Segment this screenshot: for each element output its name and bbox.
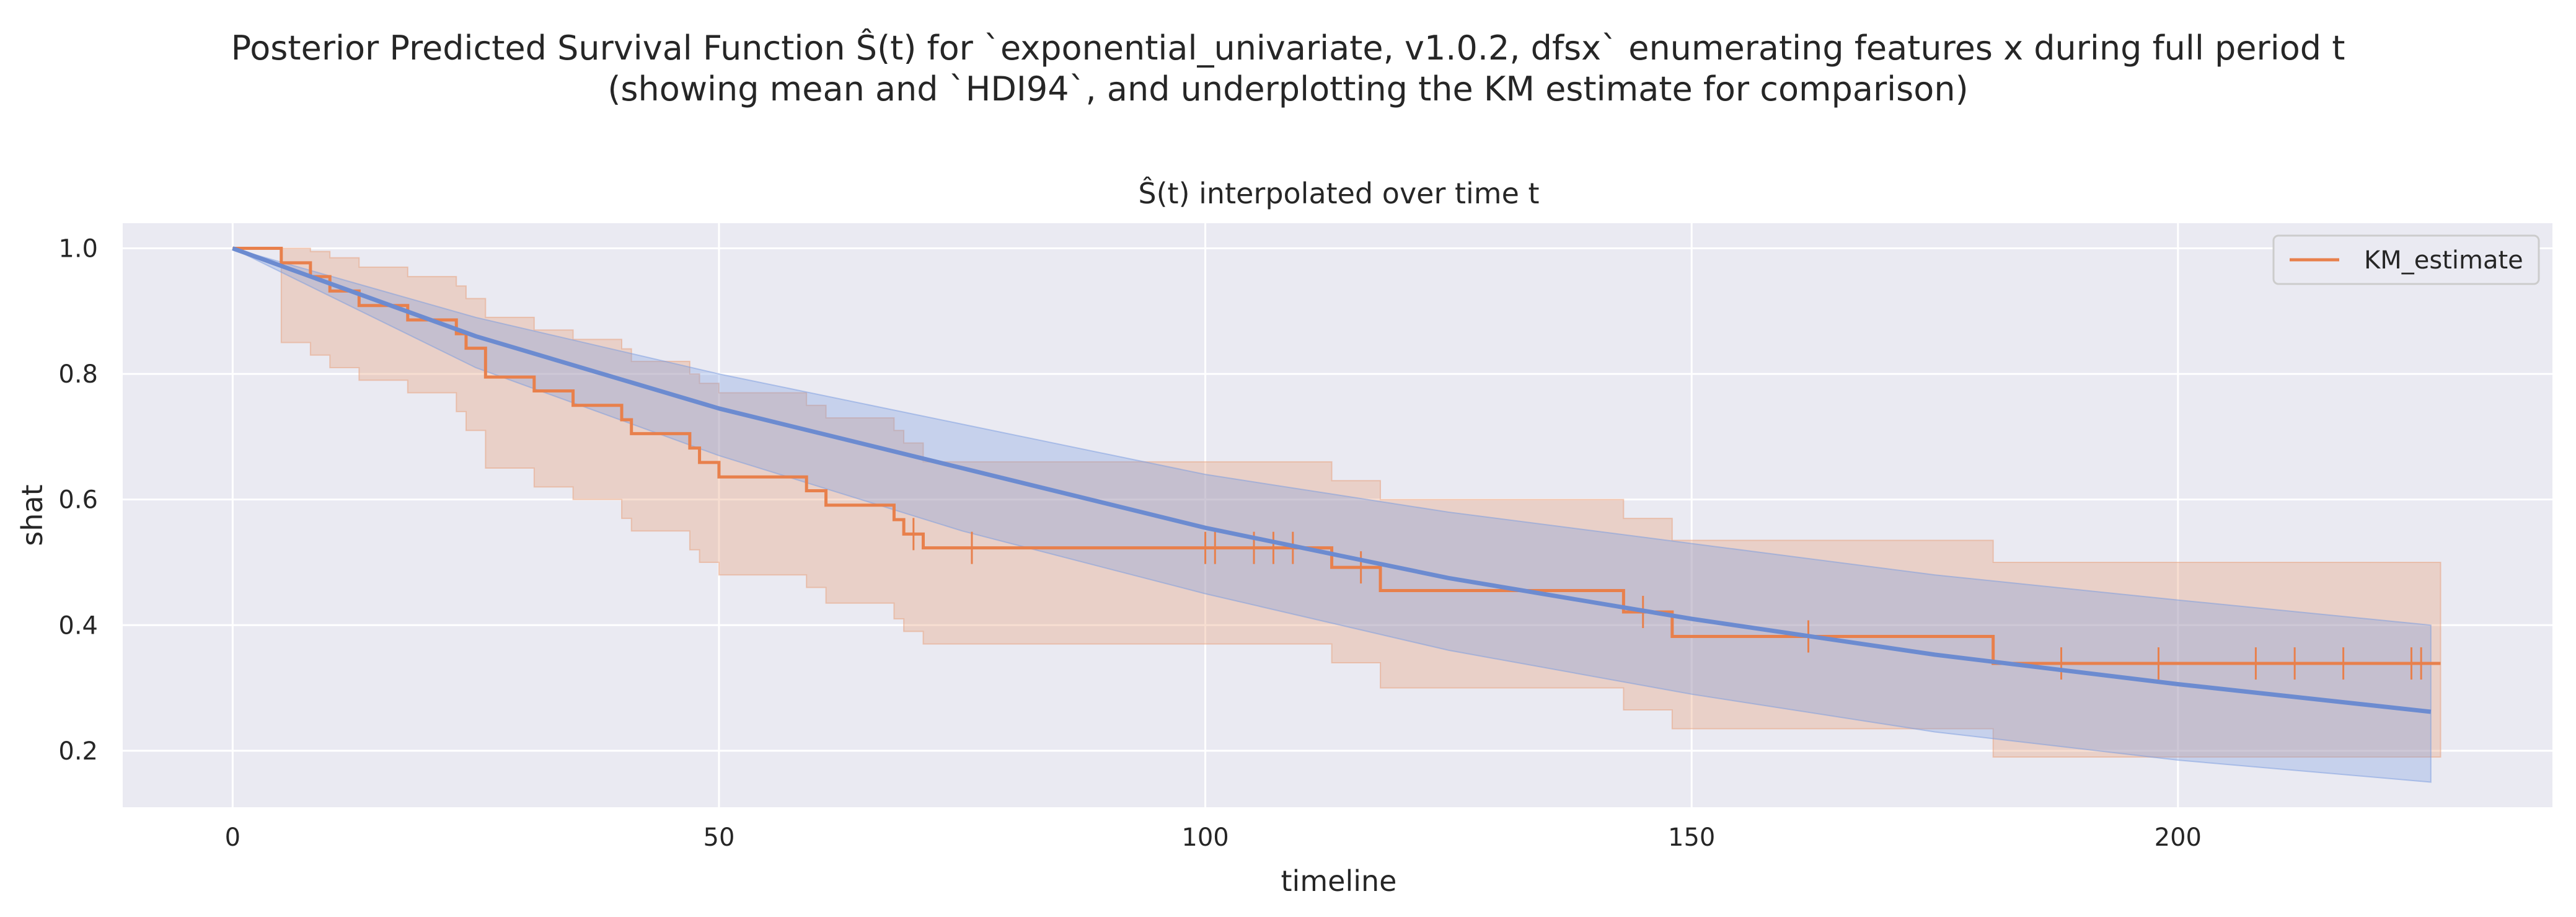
- y-tick-label: 1.0: [58, 235, 98, 264]
- model-mean-series: [232, 246, 2432, 714]
- km-estimate-series: [232, 247, 2441, 665]
- plot-background: [123, 223, 2552, 807]
- legend: KM_estimate: [2272, 234, 2540, 285]
- x-axis-label: timeline: [1281, 864, 1397, 898]
- x-tick-label: 0: [225, 823, 240, 852]
- x-tick-label: 200: [2155, 823, 2202, 852]
- chart-title-line-2: (showing mean and `HDI94`, and underplot…: [607, 69, 1968, 109]
- km-estimate-line: [232, 247, 2441, 665]
- legend-label-km: KM_estimate: [2364, 246, 2523, 275]
- grid-lines: [123, 223, 2552, 807]
- axes-title: Ŝ(t) interpolated over time t: [1138, 176, 1539, 210]
- y-axis-ticks: 0.2 0.4 0.6 0.8 1.0: [58, 235, 98, 766]
- y-tick-label: 0.6: [58, 486, 98, 515]
- y-tick-label: 0.2: [58, 737, 98, 766]
- y-tick-label: 0.4: [58, 611, 98, 640]
- km-ci-area: [232, 247, 2441, 758]
- legend-frame: [2272, 234, 2540, 285]
- x-tick-label: 100: [1181, 823, 1228, 852]
- x-axis-ticks: 0 50 100 150 200: [225, 823, 2202, 852]
- km-confidence-band: [232, 247, 2441, 758]
- x-tick-label: 150: [1668, 823, 1715, 852]
- y-axis-label: shat: [15, 484, 49, 546]
- chart-title-line-1: Posterior Predicted Survival Function Ŝ(…: [231, 29, 2345, 68]
- km-censor-ticks: [912, 518, 2422, 680]
- model-mean-line: [232, 246, 2432, 714]
- y-tick-label: 0.8: [58, 360, 98, 389]
- x-tick-label: 50: [704, 823, 735, 852]
